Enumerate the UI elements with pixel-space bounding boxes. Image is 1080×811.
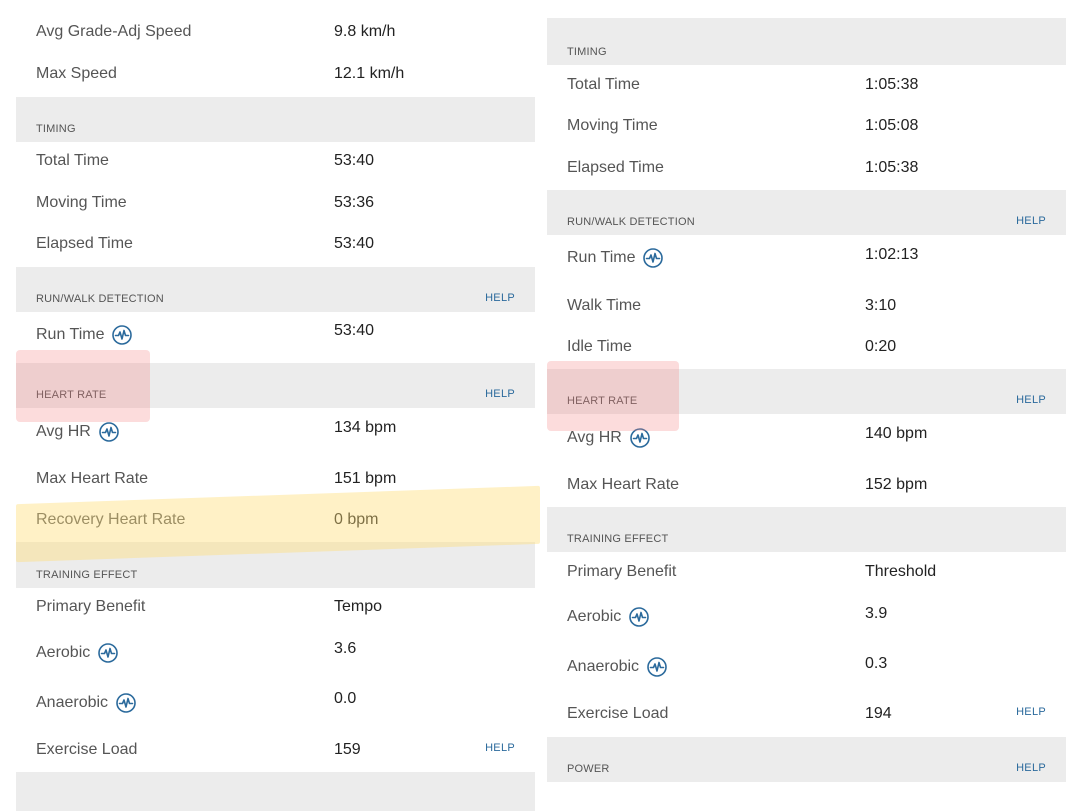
stat-label: Recovery Heart Rate — [36, 511, 186, 528]
stat-value: 194 — [865, 705, 892, 722]
section-header-power: POWER HELP — [547, 737, 1066, 782]
section-title: POWER — [567, 763, 610, 775]
stat-value: Threshold — [865, 563, 937, 580]
stat-value: 1:05:38 — [865, 159, 919, 176]
stat-label: Aerobic — [36, 643, 118, 663]
stat-label: Avg HR — [567, 428, 650, 448]
section-title: HEART RATE — [36, 389, 107, 401]
section-title: TIMING — [36, 123, 76, 135]
stat-label-text: Aerobic — [36, 644, 91, 661]
help-link[interactable]: HELP — [1016, 215, 1046, 227]
stat-label: Run Time — [36, 325, 132, 345]
activity-icon[interactable] — [629, 607, 649, 627]
activity-icon[interactable] — [647, 657, 667, 677]
stat-value: 12.1 km/h — [334, 65, 405, 82]
stat-value: 0 bpm — [334, 511, 379, 528]
section-header-next — [16, 772, 535, 811]
activity-icon[interactable] — [643, 248, 663, 268]
red-highlight-mark — [16, 350, 150, 422]
stat-label-text: Run Time — [567, 249, 636, 266]
help-link[interactable]: HELP — [1016, 394, 1046, 406]
stat-label-text: Anaerobic — [567, 658, 640, 675]
stat-label: Exercise Load — [36, 741, 138, 758]
section-header-timing: TIMING — [16, 97, 535, 142]
stat-value: 151 bpm — [334, 470, 397, 487]
stat-label-text: Avg HR — [567, 429, 622, 446]
stat-row: Avg Grade-Adj Speed 9.8 km/h — [16, 23, 535, 47]
stat-label: Walk Time — [567, 297, 642, 314]
stat-value: 9.8 km/h — [334, 23, 396, 40]
section-title: HEART RATE — [567, 395, 638, 407]
help-link[interactable]: HELP — [485, 742, 515, 754]
section-title: TRAINING EFFECT — [567, 533, 669, 545]
stat-label: Avg Grade-Adj Speed — [36, 23, 192, 40]
activity-icon[interactable] — [630, 428, 650, 448]
stat-row: Max Speed 12.1 km/h — [16, 65, 535, 89]
red-highlight-mark — [547, 361, 679, 431]
activity-icon[interactable] — [112, 325, 132, 345]
section-header-heart-rate: HEART RATE HELP — [16, 363, 535, 408]
help-link[interactable]: HELP — [1016, 762, 1046, 774]
stat-label: Total Time — [36, 152, 109, 169]
stat-label: Max Heart Rate — [567, 476, 680, 493]
section-title: RUN/WALK DETECTION — [36, 293, 164, 305]
stat-value: 53:40 — [334, 235, 375, 252]
section-title: RUN/WALK DETECTION — [567, 216, 695, 228]
stat-value: 1:02:13 — [865, 246, 919, 263]
right-activity-panel: TIMING Total Time 1:05:38 Moving Time 1:… — [547, 0, 1066, 811]
stat-label-text: Aerobic — [567, 608, 622, 625]
help-link[interactable]: HELP — [1016, 706, 1046, 718]
section-header-training-effect: TRAINING EFFECT — [16, 542, 535, 588]
section-header-training-effect: TRAINING EFFECT — [547, 507, 1066, 552]
stat-label: Primary Benefit — [567, 563, 677, 580]
stat-value: 0.0 — [334, 690, 357, 707]
stat-value: 1:05:38 — [865, 76, 919, 93]
stat-value: 1:05:08 — [865, 117, 919, 134]
stat-label: Anaerobic — [567, 657, 667, 677]
stat-value: 140 bpm — [865, 425, 928, 442]
stat-label: Elapsed Time — [36, 235, 133, 252]
stat-label: Elapsed Time — [567, 159, 664, 176]
stat-label: Max Speed — [36, 65, 117, 82]
stat-label-text: Avg HR — [36, 423, 91, 440]
stat-value: 3:10 — [865, 297, 897, 314]
section-header-heart-rate: HEART RATE HELP — [547, 369, 1066, 414]
stat-value: 53:36 — [334, 194, 375, 211]
stat-label: Primary Benefit — [36, 598, 146, 615]
stat-label-text: Anaerobic — [36, 694, 109, 711]
stat-label: Avg HR — [36, 422, 119, 442]
activity-icon[interactable] — [99, 422, 119, 442]
stat-label-text: Run Time — [36, 326, 105, 343]
stat-value: 53:40 — [334, 322, 375, 339]
stat-value: Tempo — [334, 598, 383, 615]
activity-icon[interactable] — [116, 693, 136, 713]
stat-label: Idle Time — [567, 338, 632, 355]
stat-label: Exercise Load — [567, 705, 669, 722]
stat-label: Aerobic — [567, 607, 649, 627]
stat-label: Run Time — [567, 248, 663, 268]
stat-label: Max Heart Rate — [36, 470, 149, 487]
stat-value: 0:20 — [865, 338, 897, 355]
stat-value: 152 bpm — [865, 476, 928, 493]
stat-label: Anaerobic — [36, 693, 136, 713]
section-header-run-walk: RUN/WALK DETECTION HELP — [16, 267, 535, 312]
section-header-run-walk: RUN/WALK DETECTION HELP — [547, 190, 1066, 235]
section-header-timing: TIMING — [547, 18, 1066, 65]
stat-value: 0.3 — [865, 655, 888, 672]
section-title: TRAINING EFFECT — [36, 569, 138, 581]
stat-value: 3.6 — [334, 640, 357, 657]
stat-label: Moving Time — [567, 117, 658, 134]
stat-value: 3.9 — [865, 605, 888, 622]
activity-icon[interactable] — [98, 643, 118, 663]
stat-value: 53:40 — [334, 152, 375, 169]
left-activity-panel: Avg Grade-Adj Speed 9.8 km/h Max Speed 1… — [16, 0, 535, 811]
section-title: TIMING — [567, 46, 607, 58]
stat-value: 134 bpm — [334, 419, 397, 436]
help-link[interactable]: HELP — [485, 292, 515, 304]
stat-label: Moving Time — [36, 194, 127, 211]
stat-label: Total Time — [567, 76, 640, 93]
stat-value: 159 — [334, 741, 361, 758]
help-link[interactable]: HELP — [485, 388, 515, 400]
